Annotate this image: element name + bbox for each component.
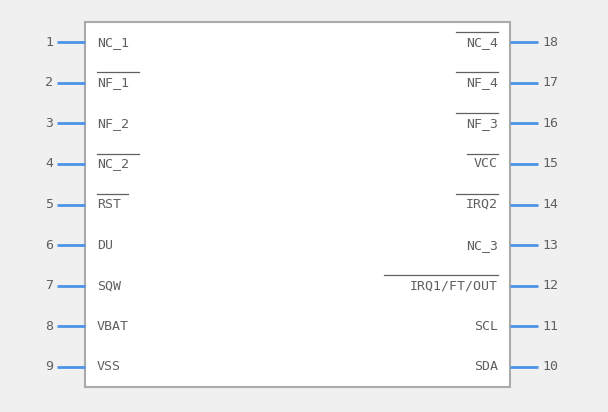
Text: NF_4: NF_4 xyxy=(466,76,498,89)
Text: 8: 8 xyxy=(45,320,53,332)
Text: 15: 15 xyxy=(542,157,558,171)
Text: 11: 11 xyxy=(542,320,558,332)
Text: 18: 18 xyxy=(542,36,558,49)
Text: NC_2: NC_2 xyxy=(97,157,129,171)
Text: VBAT: VBAT xyxy=(97,320,129,332)
Text: 12: 12 xyxy=(542,279,558,292)
Text: SCL: SCL xyxy=(474,320,498,332)
Text: 10: 10 xyxy=(542,360,558,373)
Text: VSS: VSS xyxy=(97,360,121,373)
Text: IRQ1/FT/OUT: IRQ1/FT/OUT xyxy=(410,279,498,292)
Text: NF_1: NF_1 xyxy=(97,76,129,89)
Text: NC_1: NC_1 xyxy=(97,36,129,49)
Text: RST: RST xyxy=(97,198,121,211)
Text: 4: 4 xyxy=(45,157,53,171)
Text: 17: 17 xyxy=(542,76,558,89)
Text: 1: 1 xyxy=(45,36,53,49)
Text: 14: 14 xyxy=(542,198,558,211)
Text: VCC: VCC xyxy=(474,157,498,171)
Text: IRQ2: IRQ2 xyxy=(466,198,498,211)
Text: 13: 13 xyxy=(542,239,558,252)
Text: 5: 5 xyxy=(45,198,53,211)
Text: 3: 3 xyxy=(45,117,53,130)
Text: NF_3: NF_3 xyxy=(466,117,498,130)
Text: 2: 2 xyxy=(45,76,53,89)
Text: 16: 16 xyxy=(542,117,558,130)
Text: 7: 7 xyxy=(45,279,53,292)
Text: DU: DU xyxy=(97,239,113,252)
Text: 6: 6 xyxy=(45,239,53,252)
Text: NF_2: NF_2 xyxy=(97,117,129,130)
Text: NC_4: NC_4 xyxy=(466,36,498,49)
Text: NC_3: NC_3 xyxy=(466,239,498,252)
Text: 9: 9 xyxy=(45,360,53,373)
Text: SQW: SQW xyxy=(97,279,121,292)
Text: SDA: SDA xyxy=(474,360,498,373)
Bar xyxy=(85,22,510,387)
